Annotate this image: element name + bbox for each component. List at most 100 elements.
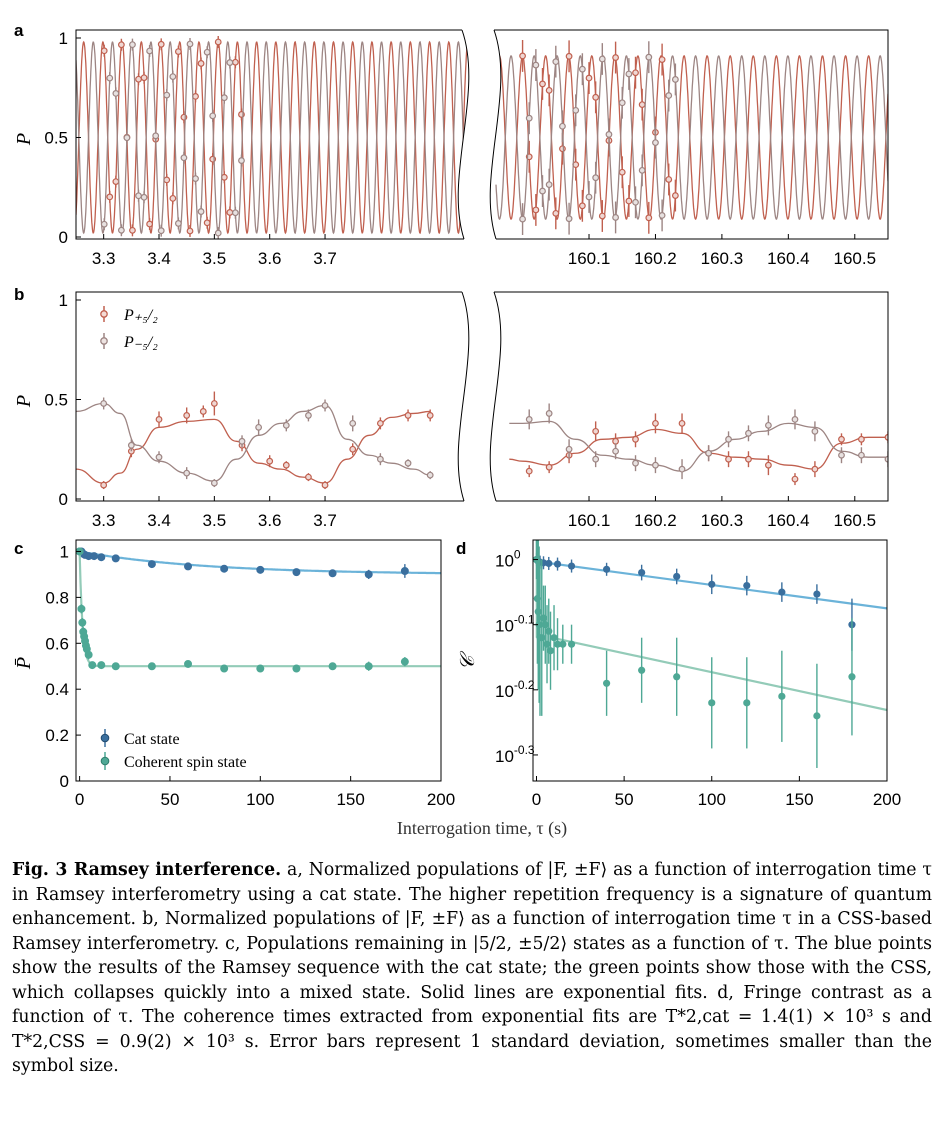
panel-d-point-1-13 [559, 640, 567, 648]
panel-letter-c: c [14, 539, 23, 558]
panel-a-point-right-1-22 [665, 92, 673, 99]
panel-a-point-right-1-12 [598, 55, 606, 63]
panel-b-point-0-27 [791, 475, 799, 483]
panel-b-point-0-20 [632, 435, 639, 443]
panel-d-point-1-8 [543, 640, 551, 648]
panel-c-point-0-8 [147, 560, 156, 569]
panel-a-point-left-1-14 [180, 154, 188, 162]
panel-a-point-right-0-6 [559, 145, 566, 153]
panel-b-point-0-19 [612, 437, 619, 445]
panel-b-xtick-left-label-4: 3.7 [313, 511, 337, 530]
panel-d-frame [532, 539, 888, 782]
panel-d-point-1-12 [553, 640, 562, 648]
panel-a-fit-right-0 [495, 54, 888, 221]
panel-b-point-1-29 [858, 451, 865, 459]
panel-d: 100 10-0.1 10-0.2 10-0.3 [495, 539, 888, 782]
panel-b-point-1-17 [592, 455, 600, 463]
panel-b-point-1-9 [321, 402, 329, 409]
panel-c-ytick-label-5: 1 [60, 542, 69, 561]
legend-plus-label: P₊₅/₂ [123, 307, 158, 324]
panel-a-point-right-0-5 [552, 209, 560, 217]
panel-a-point-left-1-22 [226, 59, 234, 66]
panel-b-point-1-15 [545, 410, 553, 417]
panel-b-ytick-label-1: 0.5 [44, 391, 68, 410]
panel-a-point-left-1-7 [140, 193, 148, 201]
panel-b-point-0-5 [210, 400, 218, 407]
panel-c-point-1-15 [256, 664, 265, 673]
panel-a-point-right-1-0 [519, 215, 526, 223]
panel-b-point-1-11 [376, 455, 384, 463]
panel-a-point-right-0-2 [532, 206, 540, 214]
panel-b-frame-right [494, 291, 889, 502]
panel-b-point-0-8 [282, 461, 290, 469]
panel-b-xtick-right-label-0: 160.1 [568, 511, 611, 530]
panel-b-point-0-30 [858, 435, 865, 443]
panel-a-point-right-0-23 [671, 192, 679, 199]
panel-a-point-right-0-0 [519, 52, 526, 60]
panel-a-ytick-label-2: 1 [59, 29, 68, 48]
panel-a-point-left-0-15 [186, 227, 194, 235]
panel-a-point-left-1-23 [231, 209, 239, 217]
panel-d-point-1-5 [538, 634, 546, 642]
panel-b-xtick-left-label-1: 3.4 [147, 511, 171, 530]
panel-b-point-0-29 [838, 435, 845, 443]
panel-b-fit-right-1 [509, 420, 888, 472]
panel-a-point-left-0-0 [100, 47, 108, 55]
panel-d-xtick-label-3: 150 [785, 790, 813, 809]
panel-a-point-right-1-4 [545, 181, 553, 189]
panel-c-ytick-label-0: 0 [60, 772, 69, 791]
panel-d-point-0-7 [603, 565, 611, 573]
panel-letter-d: d [456, 539, 466, 558]
panel-a-point-right-0-15 [618, 168, 626, 176]
panel-c-ytick-label-3: 0.6 [45, 634, 69, 653]
panel-c-legend: Cat state Coherent spin state [100, 729, 247, 771]
panel-a-point-left-1-9 [152, 132, 160, 140]
panel-a-point-right-1-9 [578, 65, 586, 73]
panel-a-point-right-1-20 [652, 139, 659, 147]
panel-d-point-0-4 [545, 559, 553, 568]
panel-a-point-right-1-21 [658, 212, 666, 219]
panel-b-point-1-13 [426, 471, 434, 479]
panel-b-break-left [457, 291, 470, 502]
panel-c-point-1-10 [97, 661, 106, 670]
panel-d-point-0-9 [673, 572, 681, 581]
panel-c [75, 539, 442, 782]
panel-b-point-1-20 [652, 461, 659, 469]
legend-css-label: Coherent spin state [124, 754, 247, 771]
legend-cat-label: Cat state [124, 731, 180, 748]
panel-a-point-right-0-3 [539, 80, 546, 88]
panel-d-xtick-label-2: 100 [698, 790, 726, 809]
panel-a-point-right-1-16 [625, 70, 633, 78]
panel-d-ylabel: 𝒞 [457, 650, 479, 670]
panel-d-point-1-10 [546, 647, 555, 655]
panel-c-ytick-label-4: 0.8 [45, 588, 69, 607]
panel-a-point-left-0-20 [214, 38, 222, 46]
panel-a-point-right-1-5 [552, 58, 560, 66]
panel-d-point-1-17 [673, 673, 681, 681]
panel-c-point-1-17 [328, 662, 337, 671]
panel-d-point-1-18 [708, 699, 716, 707]
panel-a-point-left-0-10 [157, 40, 165, 48]
panel-d-point-1-3 [535, 621, 543, 629]
panel-a-point-left-1-16 [192, 175, 199, 183]
figure-caption: Fig. 3 Ramsey interference. a, Normalize… [12, 858, 932, 1079]
panel-a-point-right-1-13 [605, 131, 613, 138]
panel-a-point-right-1-23 [671, 76, 679, 83]
panel-a [75, 29, 889, 240]
panel-b-point-1-6 [255, 423, 263, 431]
panel-a-point-right-1-10 [585, 193, 593, 201]
panel-b-point-0-26 [765, 461, 772, 469]
panel-a-point-right-1-15 [618, 99, 626, 107]
panel-d-point-1-14 [567, 640, 576, 648]
panel-a-point-right-0-14 [612, 54, 619, 61]
panel-a-point-right-1-2 [532, 61, 540, 69]
legend-minus-label: P₋₅/₂ [123, 334, 158, 351]
panel-c-point-0-12 [292, 568, 301, 577]
panel-b-point-1-1 [127, 441, 135, 449]
panel-b-point-0-9 [305, 473, 312, 481]
panel-d-xtick-label-4: 200 [873, 790, 901, 809]
panel-a-right-region [495, 39, 888, 236]
plot-layer: 0 0.5 1 3.3 3.4 3.5 3.6 3.7 160.1 160.2 160.3 160.4… [44, 29, 901, 809]
panel-a-point-left-1-2 [112, 89, 120, 97]
panel-b-point-1-10 [349, 419, 357, 427]
